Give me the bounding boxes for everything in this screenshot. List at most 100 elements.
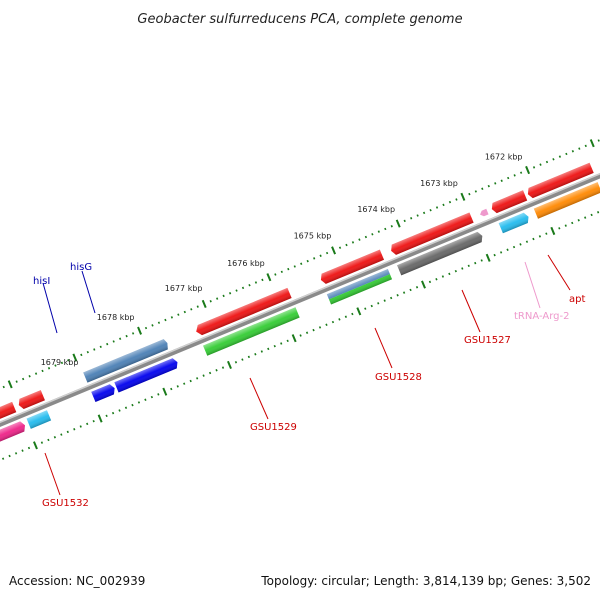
ruler-minor-tick — [209, 372, 211, 374]
genome-backbone — [0, 137, 600, 463]
gene-tRNA-Arg-2-arrow[interactable] — [479, 209, 489, 218]
ruler-minor-tick — [377, 302, 379, 304]
ruler-minor-tick — [177, 385, 179, 387]
ruler-minor-tick — [80, 354, 82, 356]
ruler-minor-tick — [416, 286, 418, 288]
ruler-minor-tick — [28, 447, 30, 449]
genome-map: Geobacter sulfurreducens PCA, complete g… — [0, 0, 600, 600]
ruler-minor-tick — [597, 211, 599, 213]
tick-label-1673: 1673 kbp — [420, 179, 458, 188]
ruler-minor-tick — [365, 236, 367, 238]
gene-label-GSU1529[interactable]: GSU1529 — [250, 422, 297, 433]
ruler-minor-tick — [164, 319, 166, 321]
ruler-minor-tick — [87, 351, 89, 353]
ruler-minor-tick — [339, 246, 341, 248]
ruler-major-tick — [550, 227, 555, 235]
ruler-minor-tick — [352, 241, 354, 243]
ruler-minor-tick — [100, 346, 102, 348]
ruler-minor-tick — [384, 228, 386, 230]
ruler-minor-tick — [313, 257, 315, 259]
tick-label-1675: 1675 kbp — [294, 232, 332, 241]
ruler-minor-tick — [190, 380, 192, 382]
ruler-minor-tick — [345, 315, 347, 317]
ruler-major-tick — [486, 254, 491, 262]
ruler-minor-tick — [138, 401, 140, 403]
gene-label-tRNA-Arg-2[interactable]: tRNA-Arg-2 — [514, 311, 569, 322]
ruler-minor-tick — [571, 222, 573, 224]
ruler-minor-tick — [514, 174, 516, 176]
tick-label-1679: 1679 kbp — [41, 358, 79, 367]
ruler-minor-tick — [105, 415, 107, 417]
ruler-minor-tick — [397, 294, 399, 296]
ruler-minor-tick — [157, 393, 159, 395]
gene-label-apt[interactable]: apt — [569, 294, 585, 305]
ruler-minor-tick — [481, 259, 483, 261]
ruler-minor-tick — [222, 366, 224, 368]
ruler-minor-tick — [306, 332, 308, 334]
ruler-minor-tick — [475, 190, 477, 192]
ruler-minor-tick — [106, 343, 108, 345]
ruler-major-tick — [202, 300, 207, 308]
ruler-minor-tick — [320, 255, 322, 257]
ruler-minor-tick — [506, 249, 508, 251]
ruler-minor-tick — [113, 340, 115, 342]
ruler-major-tick — [266, 273, 271, 281]
ruler-minor-tick — [442, 204, 444, 206]
ruler-minor-tick — [572, 150, 574, 152]
ruler-minor-tick — [183, 382, 185, 384]
ruler-minor-tick — [455, 198, 457, 200]
ruler-minor-tick — [202, 374, 204, 376]
ruler-minor-tick — [300, 263, 302, 265]
tick-label-1674: 1674 kbp — [357, 205, 395, 214]
ruler-minor-tick — [190, 308, 192, 310]
ruler-minor-tick — [384, 299, 386, 301]
ruler-minor-tick — [442, 275, 444, 277]
tick-label-1677: 1677 kbp — [165, 284, 203, 293]
ruler-minor-tick — [448, 273, 450, 275]
ruler-minor-tick — [546, 161, 548, 163]
genome-summary-text: Topology: circular; Length: 3,814,139 bp… — [260, 574, 591, 588]
ruler-minor-tick — [215, 369, 217, 371]
ruler-minor-tick — [494, 182, 496, 184]
ruler-minor-tick — [151, 324, 153, 326]
ruler-minor-tick — [255, 281, 257, 283]
ruler-minor-tick — [41, 441, 43, 443]
ruler-minor-tick — [552, 158, 554, 160]
ruler-major-tick — [421, 280, 426, 288]
ruler-minor-tick — [358, 238, 360, 240]
ruler-minor-tick — [248, 356, 250, 358]
ruler-minor-tick — [48, 367, 50, 369]
gene-label-hisI[interactable]: hisI — [33, 276, 50, 287]
ruler-minor-tick — [539, 163, 541, 165]
ruler-minor-tick — [461, 267, 463, 269]
gene-label-GSU1528[interactable]: GSU1528 — [375, 372, 422, 383]
ruler-minor-tick — [578, 219, 580, 221]
ruler-minor-tick — [390, 297, 392, 299]
ruler-minor-tick — [449, 201, 451, 203]
gene-label-GSU1527[interactable]: GSU1527 — [464, 335, 511, 346]
ruler-minor-tick — [378, 230, 380, 232]
ruler-minor-tick — [591, 214, 593, 216]
ruler-minor-tick — [474, 262, 476, 264]
ruler-minor-tick — [325, 324, 327, 326]
ruler-minor-tick — [404, 220, 406, 222]
ruler-minor-tick — [184, 311, 186, 313]
ruler-minor-tick — [500, 251, 502, 253]
ruler-minor-tick — [565, 153, 567, 155]
ruler-minor-tick — [481, 188, 483, 190]
ruler-minor-tick — [132, 332, 134, 334]
ruler-minor-tick — [585, 145, 587, 147]
ruler-major-tick — [292, 334, 297, 342]
gene-label-hisG[interactable]: hisG — [70, 262, 92, 273]
ruler-minor-tick — [338, 318, 340, 320]
ruler-minor-tick — [403, 291, 405, 293]
ruler-minor-tick — [151, 396, 153, 398]
ruler-minor-tick — [93, 420, 95, 422]
gene-label-GSU1532[interactable]: GSU1532 — [42, 498, 89, 509]
ruler-minor-tick — [351, 313, 353, 315]
ruler-minor-tick — [267, 348, 269, 350]
ruler-minor-tick — [210, 300, 212, 302]
ruler-minor-tick — [112, 412, 114, 414]
ruler-minor-tick — [520, 171, 522, 173]
ruler-major-tick — [460, 193, 465, 201]
